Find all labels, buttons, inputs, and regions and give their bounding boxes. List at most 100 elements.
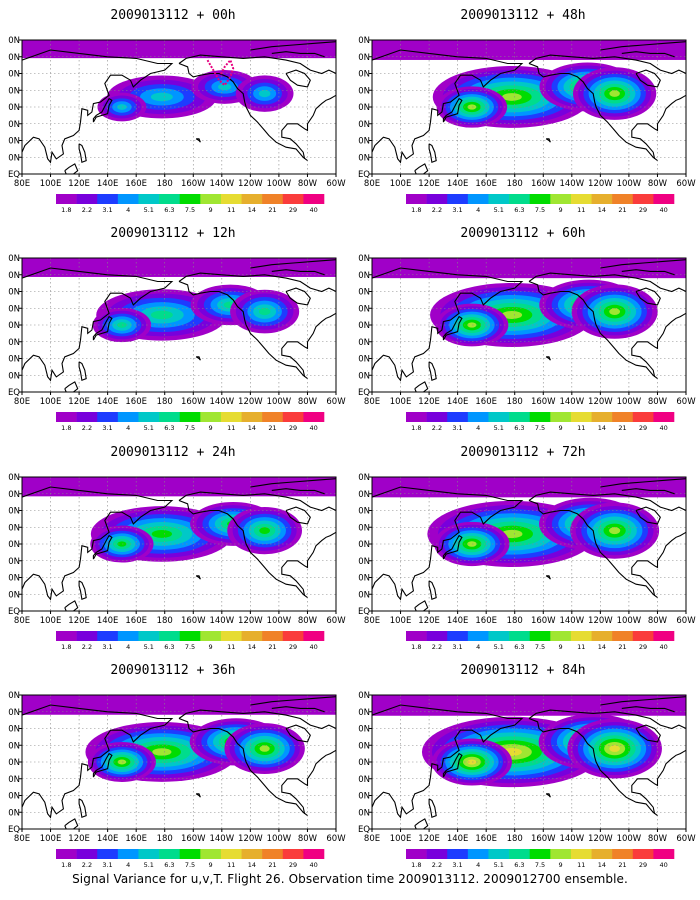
coastline (635, 724, 661, 743)
colorbar-swatch (76, 194, 98, 204)
x-tick-label: 140W (209, 179, 234, 189)
x-tick-label: 160E (125, 179, 147, 189)
y-tick-label: 80N (8, 36, 20, 46)
coastline (64, 381, 79, 392)
panel-title: 2009013112 + 72h (460, 445, 586, 460)
y-tick-label: 40N (358, 758, 370, 768)
colorbar-swatch (467, 412, 489, 422)
y-tick-label: EQ (8, 825, 20, 835)
coastline (78, 361, 87, 382)
y-tick-label: 70N (8, 53, 20, 63)
colorbar-swatch (179, 194, 201, 204)
y-tick-label: 50N (8, 523, 20, 533)
x-tick-label: 120W (588, 834, 613, 844)
colorbar-label: 6.3 (164, 424, 174, 432)
y-tick-label: 50N (358, 304, 370, 314)
field-band (22, 40, 336, 59)
x-tick-label: 160E (125, 397, 147, 407)
colorbar-label: 9 (559, 424, 563, 432)
y-tick-label: EQ (8, 170, 20, 180)
colorbar-swatch (653, 631, 675, 641)
map-panel: 2009013112 + 72h EQ 10N 20N 30N 40N 50N 60N 70N 8… (358, 437, 698, 655)
colorbar-label: 14 (598, 643, 606, 651)
y-tick-label: 50N (358, 741, 370, 751)
x-tick-label: 160E (125, 616, 147, 626)
colorbar-swatch (447, 631, 469, 641)
coastline (92, 752, 113, 778)
field-band (22, 477, 336, 497)
colorbar-label: 2.2 (432, 206, 442, 214)
x-tick-label: 120W (238, 834, 263, 844)
y-tick-label: 30N (358, 557, 370, 567)
x-tick-label: 100E (390, 834, 412, 844)
colorbar-label: 1.8 (411, 643, 421, 651)
x-tick-label: 140E (97, 834, 119, 844)
y-tick-label: 60N (8, 288, 20, 298)
x-tick-label: 80E (364, 834, 380, 844)
colorbar-label: 29 (289, 643, 297, 651)
x-tick-label: 80W (298, 616, 318, 626)
x-tick-label: 100E (390, 397, 412, 407)
x-tick-label: 180 (507, 397, 523, 407)
colorbar-swatch (488, 631, 510, 641)
colorbar-label: 21 (268, 206, 276, 214)
x-tick-label: 60W (676, 179, 696, 189)
x-tick-label: 120W (238, 616, 263, 626)
colorbar-label: 2.2 (82, 861, 92, 869)
coastline (78, 580, 87, 601)
colorbar-swatch (632, 194, 654, 204)
colorbar-swatch (179, 631, 201, 641)
field-contour (501, 93, 522, 101)
colorbar-label: 40 (660, 643, 668, 651)
y-tick-label: 20N (358, 137, 370, 147)
coastline (621, 488, 675, 495)
colorbar-swatch (138, 631, 160, 641)
y-tick-label: 50N (8, 304, 20, 314)
x-tick-label: 180 (507, 616, 523, 626)
panel-svg: EQ 10N 20N 30N 40N 50N 60N 70N 80N 80E 100E 120E 140… (358, 691, 696, 869)
coastline (428, 580, 437, 601)
colorbar-swatch (97, 849, 119, 859)
field-contour (117, 104, 127, 110)
colorbar-label: 7.5 (535, 861, 545, 869)
y-tick-label: 60N (358, 507, 370, 517)
x-tick-label: 80W (648, 616, 668, 626)
coastline (428, 143, 437, 164)
y-tick-label: 80N (358, 254, 370, 264)
coastline (195, 575, 201, 580)
colorbar-swatch (282, 849, 304, 859)
colorbar-label: 14 (248, 424, 256, 432)
x-tick-label: 140E (447, 834, 469, 844)
colorbar-label: 21 (268, 643, 276, 651)
colorbar-label: 29 (639, 206, 647, 214)
coastline (414, 600, 429, 611)
map-panel: 2009013112 + 84h EQ 10N 20N 30N 40N 50N 60N 70N 8… (358, 655, 698, 873)
colorbar-swatch (303, 631, 325, 641)
colorbar-swatch (241, 412, 263, 422)
x-tick-label: 140E (447, 616, 469, 626)
colorbar-label: 11 (577, 424, 585, 432)
coastline (178, 499, 308, 599)
field-band (22, 695, 336, 715)
x-tick-label: 180 (507, 834, 523, 844)
coastline (372, 704, 524, 819)
y-tick-label: 60N (358, 70, 370, 80)
coastline (250, 696, 336, 706)
colorbar-label: 9 (559, 861, 563, 869)
coastline (22, 704, 174, 819)
coastline (545, 138, 551, 143)
colorbar-label: 5.1 (494, 861, 504, 869)
coastline (528, 272, 686, 293)
coastline (442, 97, 463, 123)
map-panel: 2009013112 + 12h EQ 10N 20N 30N 40N 50N 60N 70N 8… (8, 218, 348, 436)
field-contour (467, 759, 477, 765)
x-tick-label: 180 (157, 616, 173, 626)
y-tick-label: 30N (358, 120, 370, 130)
colorbar-label: 9 (209, 643, 213, 651)
y-tick-label: 80N (358, 473, 370, 483)
x-tick-label: 180 (157, 397, 173, 407)
colorbar-label: 21 (268, 424, 276, 432)
x-tick-label: 120E (418, 179, 440, 189)
y-tick-label: 70N (8, 490, 20, 500)
coastline (22, 49, 174, 164)
